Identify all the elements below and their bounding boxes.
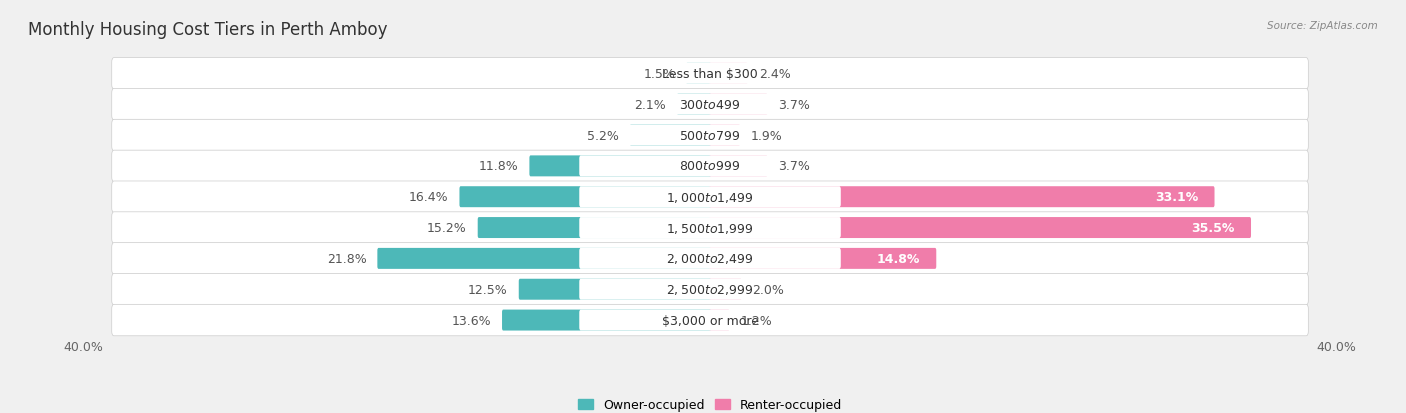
Text: 33.1%: 33.1% (1154, 191, 1198, 204)
Text: 2.1%: 2.1% (634, 98, 666, 112)
FancyBboxPatch shape (686, 64, 711, 85)
Text: 21.8%: 21.8% (326, 252, 367, 265)
Text: $2,000 to $2,499: $2,000 to $2,499 (666, 252, 754, 266)
Text: Source: ZipAtlas.com: Source: ZipAtlas.com (1267, 21, 1378, 31)
Text: 3.7%: 3.7% (779, 98, 810, 112)
FancyBboxPatch shape (709, 125, 740, 146)
FancyBboxPatch shape (111, 274, 1309, 305)
FancyBboxPatch shape (579, 279, 841, 300)
Text: 11.8%: 11.8% (478, 160, 519, 173)
Text: Less than $300: Less than $300 (662, 68, 758, 81)
FancyBboxPatch shape (530, 156, 711, 177)
Text: 2.0%: 2.0% (752, 283, 785, 296)
FancyBboxPatch shape (579, 218, 841, 238)
FancyBboxPatch shape (676, 95, 711, 115)
FancyBboxPatch shape (579, 125, 841, 146)
Text: 12.5%: 12.5% (468, 283, 508, 296)
FancyBboxPatch shape (111, 182, 1309, 213)
Text: 14.8%: 14.8% (876, 252, 920, 265)
Text: 1.5%: 1.5% (643, 68, 675, 81)
FancyBboxPatch shape (579, 64, 841, 85)
FancyBboxPatch shape (478, 218, 711, 238)
Text: $3,000 or more: $3,000 or more (662, 314, 758, 327)
FancyBboxPatch shape (709, 248, 936, 269)
FancyBboxPatch shape (630, 125, 711, 146)
FancyBboxPatch shape (111, 120, 1309, 152)
FancyBboxPatch shape (111, 89, 1309, 121)
FancyBboxPatch shape (709, 279, 741, 300)
FancyBboxPatch shape (709, 218, 1251, 238)
FancyBboxPatch shape (579, 248, 841, 269)
Legend: Owner-occupied, Renter-occupied: Owner-occupied, Renter-occupied (578, 398, 842, 411)
Text: $300 to $499: $300 to $499 (679, 98, 741, 112)
FancyBboxPatch shape (709, 310, 730, 331)
Text: $800 to $999: $800 to $999 (679, 160, 741, 173)
Text: 40.0%: 40.0% (1316, 340, 1357, 353)
Text: 16.4%: 16.4% (409, 191, 449, 204)
FancyBboxPatch shape (111, 151, 1309, 182)
Text: 3.7%: 3.7% (779, 160, 810, 173)
FancyBboxPatch shape (579, 187, 841, 208)
Text: Monthly Housing Cost Tiers in Perth Amboy: Monthly Housing Cost Tiers in Perth Ambo… (28, 21, 388, 38)
Text: $500 to $799: $500 to $799 (679, 129, 741, 142)
FancyBboxPatch shape (460, 187, 711, 208)
FancyBboxPatch shape (709, 187, 1215, 208)
FancyBboxPatch shape (579, 156, 841, 177)
FancyBboxPatch shape (519, 279, 711, 300)
FancyBboxPatch shape (502, 310, 711, 331)
FancyBboxPatch shape (111, 59, 1309, 90)
Text: 1.9%: 1.9% (751, 129, 783, 142)
FancyBboxPatch shape (579, 310, 841, 331)
FancyBboxPatch shape (709, 64, 748, 85)
Text: 40.0%: 40.0% (63, 340, 104, 353)
FancyBboxPatch shape (111, 305, 1309, 336)
FancyBboxPatch shape (709, 95, 768, 115)
Text: 1.2%: 1.2% (741, 314, 772, 327)
FancyBboxPatch shape (111, 243, 1309, 275)
FancyBboxPatch shape (709, 156, 768, 177)
FancyBboxPatch shape (111, 212, 1309, 244)
Text: 35.5%: 35.5% (1191, 221, 1234, 235)
Text: 5.2%: 5.2% (586, 129, 619, 142)
FancyBboxPatch shape (579, 95, 841, 115)
Text: 13.6%: 13.6% (451, 314, 491, 327)
Text: $1,500 to $1,999: $1,500 to $1,999 (666, 221, 754, 235)
Text: 15.2%: 15.2% (427, 221, 467, 235)
Text: 2.4%: 2.4% (759, 68, 790, 81)
FancyBboxPatch shape (377, 248, 711, 269)
Text: $1,000 to $1,499: $1,000 to $1,499 (666, 190, 754, 204)
Text: $2,500 to $2,999: $2,500 to $2,999 (666, 282, 754, 297)
